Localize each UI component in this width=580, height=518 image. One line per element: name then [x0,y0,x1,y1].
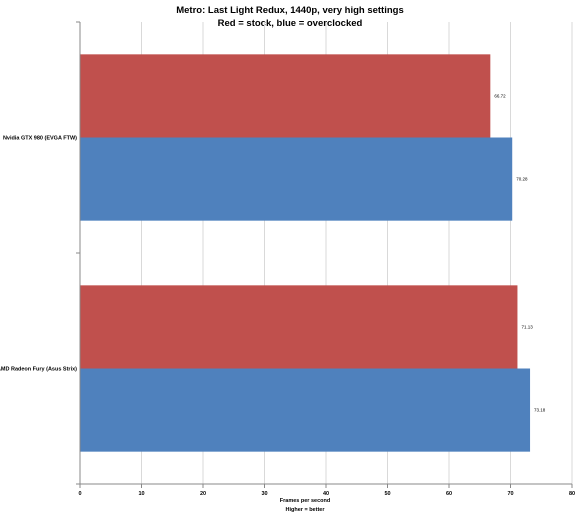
x-tick-label-10: 10 [138,491,144,497]
axes: Nvidia GTX 980 (EVGA FTW) AMD Radeon Fury… [0,21,575,497]
data-label-1-0: 71.13 [521,324,533,329]
chart-title: Metro: Last Light Redux, 1440p, very hig… [176,5,404,16]
data-label-0-0: 66.72 [494,93,506,98]
bar-0-0 [80,54,491,138]
chart-subtitle: Red = stock, blue = overclocked [218,18,363,29]
x-tick-label-40: 40 [323,491,329,497]
x-tick-label-70: 70 [507,491,513,497]
x-axis-title: Frames per second [280,498,330,504]
x-axis-note: Higher = better [286,507,326,513]
category-label-1: AMD Radeon Fury (Asus Strix) [0,367,77,373]
x-tick-label-60: 60 [446,491,452,497]
bar-0-1 [80,137,513,221]
x-tick-label-50: 50 [384,491,390,497]
x-tick-label-20: 20 [200,491,206,497]
bar-1-1 [80,368,531,452]
bars: 66.72 70.28 71.13 73.18 [80,54,546,452]
category-label-0: Nvidia GTX 980 (EVGA FTW) [3,136,77,142]
x-tick-label-30: 30 [261,491,267,497]
data-label-0-1: 70.28 [516,177,528,182]
bar-1-0 [80,285,518,369]
x-tick-label-80: 80 [569,491,575,497]
x-tick-label-0: 0 [78,491,81,497]
data-label-1-1: 73.18 [534,408,546,413]
